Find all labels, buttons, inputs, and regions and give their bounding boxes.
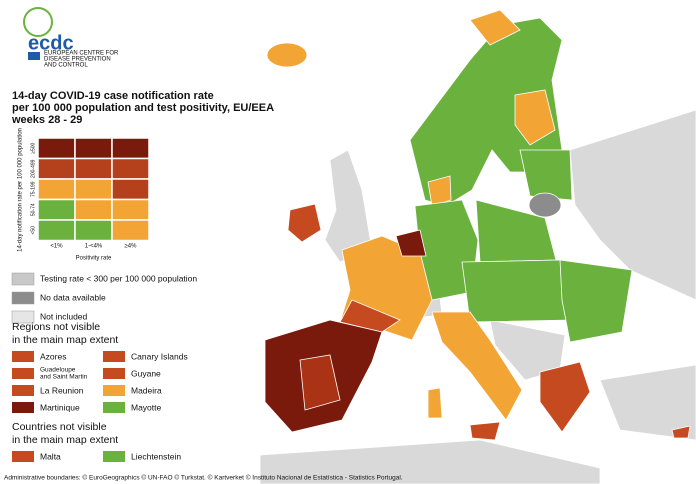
matrix-cell: [111, 178, 150, 201]
legend-label: Liechtenstein: [131, 451, 181, 461]
legend-label: Malta: [40, 451, 61, 461]
title: per 100 000 population and test positivi…: [12, 102, 274, 114]
legend-label: Guadeloupe: [40, 367, 76, 374]
row-label: 50-74: [30, 203, 36, 216]
legend-swatch: [103, 351, 125, 362]
legend-swatch: [103, 385, 125, 396]
column-label: <1%: [50, 244, 63, 250]
legend-swatch: [12, 385, 34, 396]
legend: Testing rate < 300 per 100 000 populatio…: [11, 272, 197, 462]
section-heading: Countries not visible: [12, 421, 107, 433]
column-label: 1-<4%: [85, 244, 103, 250]
matrix-cell: [37, 137, 76, 160]
y-axis-label: 14-day notification rate per 100 000 pop…: [18, 128, 24, 252]
matrix-cell: [111, 219, 150, 242]
legend-swatch: [11, 291, 35, 305]
title: 14-day COVID-19 case notification rate: [12, 90, 214, 102]
eu-flag: [28, 52, 40, 60]
section-heading: in the main map extent: [12, 334, 118, 346]
section-heading: in the main map extent: [12, 434, 118, 446]
cyprus: [671, 425, 691, 439]
legend-swatch: [11, 310, 35, 324]
matrix-cell: [37, 157, 76, 180]
ireland: [287, 203, 322, 243]
sardinia: [427, 387, 443, 419]
logo-subtitle: DISEASE PREVENTION: [44, 57, 111, 63]
italy: [431, 311, 523, 421]
row-label: 75-199: [30, 181, 36, 197]
benelux: [395, 229, 427, 257]
legend-swatch: [103, 402, 125, 413]
matrix-cell: [37, 198, 76, 221]
norway-north: [469, 9, 521, 46]
matrix-cell: [111, 157, 150, 180]
title: weeks 28 - 29: [11, 114, 82, 126]
section-heading: Regions not visible: [12, 321, 100, 333]
turkey: [599, 364, 696, 441]
matrix-cell: [37, 178, 76, 201]
row-label: 200-499: [30, 159, 36, 178]
matrix-cell: [74, 198, 113, 221]
legend-swatch: [12, 351, 34, 362]
legend-label: Testing rate < 300 per 100 000 populatio…: [40, 273, 197, 283]
iceland: [266, 42, 308, 68]
logo-globe: [23, 7, 53, 37]
matrix-cell: [74, 157, 113, 180]
north-africa: [259, 439, 601, 484]
matrix-cell: [111, 198, 150, 221]
matrix-cell: [74, 219, 113, 242]
map: [259, 9, 696, 484]
column-label: ≥4%: [125, 244, 138, 250]
baltics: [519, 149, 573, 201]
legend-label: Not included: [40, 311, 88, 321]
central-europe: [461, 259, 573, 323]
row-label: <50: [30, 226, 36, 235]
logo-subtitle: EUROPEAN CENTRE FOR: [44, 51, 119, 57]
matrix-cell: [37, 219, 76, 242]
matrix-cell: [74, 137, 113, 160]
lithuania: [528, 192, 562, 218]
romania-bulgaria: [559, 259, 633, 343]
row-label: ≥500: [30, 142, 36, 153]
legend-swatch: [103, 451, 125, 462]
legend-swatch: [12, 451, 34, 462]
legend-label: La Reunion: [40, 385, 84, 395]
legend-label: Guyane: [131, 368, 161, 378]
legend-swatch: [12, 368, 34, 379]
sicily: [469, 421, 501, 441]
legend-swatch: [103, 368, 125, 379]
logo-subtitle: AND CONTROL: [44, 63, 88, 69]
logo-name: ecdc: [28, 32, 74, 54]
finland-region: [514, 89, 556, 146]
matrix: ≥500 200-499 75-199 50-74 <50 <1% 1-<4% ≥4% Posi…: [18, 128, 150, 262]
legend-swatch: [11, 272, 35, 286]
matrix-cell: [111, 137, 150, 160]
greece: [539, 361, 591, 433]
legend-label: Mayotte: [131, 402, 162, 412]
legend-label: Madeira: [131, 385, 162, 395]
matrix-cell: [74, 178, 113, 201]
legend-label: Canary Islands: [131, 351, 188, 361]
footer: Administrative boundaries: © EuroGeograp…: [4, 474, 403, 482]
legend-swatch: [12, 402, 34, 413]
x-axis-label: Positivity rate: [76, 256, 112, 262]
spain-region: [299, 354, 341, 411]
legend-label: Azores: [40, 351, 66, 361]
legend-label: No data available: [40, 292, 106, 302]
denmark: [427, 175, 452, 207]
legend-label: and Saint Martin: [40, 374, 88, 381]
legend-label: Martinique: [40, 402, 80, 412]
